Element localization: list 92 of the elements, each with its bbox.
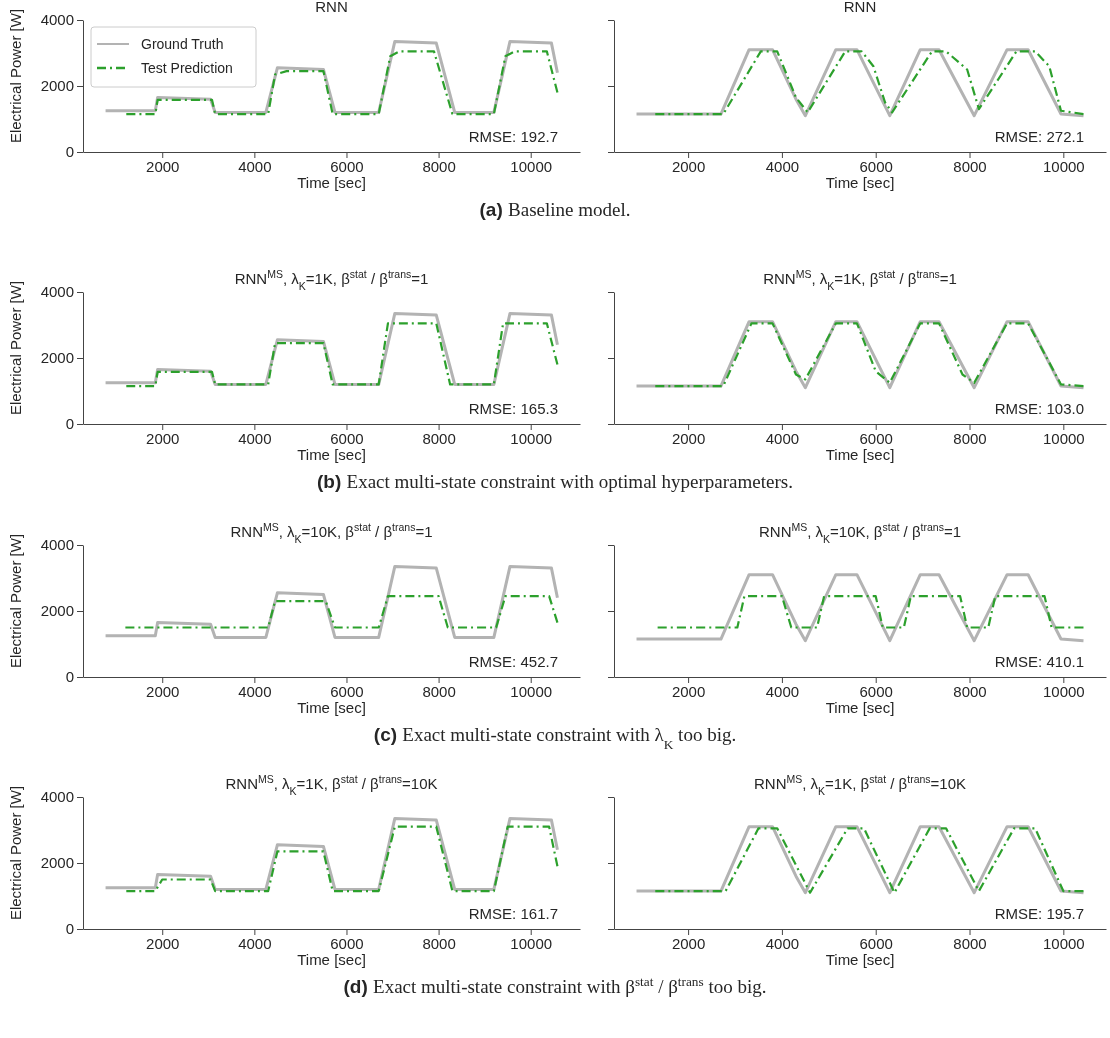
x-tick-label: 8000 (953, 682, 987, 700)
line-series (104, 816, 559, 891)
y-tick-label: 0 (65, 668, 74, 686)
chart-title: RNN$^{MS}$, λ$_{K}$=10K, β$^{stat}$ / β$^{trans}$=1 (230, 521, 433, 545)
y-axis-title: Electrical Power [W] (7, 785, 24, 921)
y-tick-label: 4000 (40, 283, 74, 301)
annotation: RMSE: 103.0 (994, 400, 1084, 417)
x-tick-label: 4000 (238, 934, 272, 952)
x-axis-title: Time [sec] (297, 699, 366, 716)
x-tick-label: 2000 (146, 934, 180, 952)
x-tick-label: 4000 (238, 682, 272, 700)
chart-title: RNN$^{MS}$, λ$_{K}$=10K, β$^{stat}$ / β$^{trans}$=1 (758, 521, 962, 545)
y-tick-label: 0 (65, 920, 74, 938)
x-tick-label: 10000 (1042, 157, 1085, 175)
x-axis-title: Time [sec] (825, 174, 895, 191)
x-axis-title: Time [sec] (297, 951, 366, 968)
x-tick-label: 6000 (330, 682, 364, 700)
x-tick-label: 10000 (510, 429, 553, 447)
y-axis-title: Electrical Power [W] (7, 8, 24, 144)
line-series (125, 825, 559, 893)
chart-title: RNN$^{MS}$, λ$_{K}$=1K, β$^{stat}$ / β$^{trans}$=1 (234, 268, 429, 292)
x-tick-label: 2000 (671, 682, 706, 700)
annotation: RMSE: 192.7 (468, 128, 558, 145)
x-tick-label: 2000 (146, 429, 180, 447)
x-tick-label: 6000 (859, 157, 893, 175)
text: (d) Exact multi-state constraint with β$^{stat}$ / β$^{trans}$ too big. (343, 973, 767, 997)
x-tick-label: 2000 (146, 157, 180, 175)
x-tick-label: 4000 (765, 682, 800, 700)
annotation: RMSE: 161.7 (468, 905, 558, 922)
x-tick-label: 6000 (859, 934, 893, 952)
x-tick-label: 4000 (765, 934, 800, 952)
x-tick-label: 4000 (765, 157, 800, 175)
text: (c) Exact multi-state constraint with λ$_{K}$ too big. (373, 724, 737, 752)
x-tick-label: 10000 (510, 934, 553, 952)
annotation: RMSE: 272.1 (994, 128, 1084, 145)
x-axis-title: Time [sec] (297, 174, 366, 191)
x-tick-label: 8000 (422, 682, 456, 700)
x-tick-label: 6000 (330, 934, 364, 952)
y-tick-label: 2000 (40, 77, 74, 95)
x-tick-label: 6000 (859, 682, 893, 700)
x-tick-label: 10000 (1042, 682, 1085, 700)
x-axis-title: Time [sec] (825, 951, 895, 968)
x-axis-title: Time [sec] (825, 446, 895, 463)
y-tick-label: 4000 (40, 536, 74, 554)
x-tick-label: 10000 (1042, 934, 1085, 952)
chart-title: RNN$^{MS}$, λ$_{K}$=1K, β$^{stat}$ / β$^{trans}$=10K (225, 773, 438, 797)
x-tick-label: 2000 (671, 157, 706, 175)
x-tick-label: 8000 (953, 429, 987, 447)
y-axis-title: Electrical Power [W] (7, 533, 24, 669)
y-tick-label: 2000 (40, 854, 74, 872)
legend-label: Test Prediction (141, 60, 233, 76)
x-tick-label: 6000 (859, 429, 893, 447)
x-tick-label: 4000 (238, 429, 272, 447)
line-series (125, 322, 559, 388)
x-axis-title: Time [sec] (297, 446, 366, 463)
legend-label: Ground Truth (141, 36, 224, 52)
text: (b) Exact multi-state constraint with optimal hyperparameters. (317, 471, 793, 492)
y-tick-label: 0 (65, 143, 74, 161)
x-tick-label: 8000 (422, 157, 456, 175)
annotation: RMSE: 452.7 (468, 653, 558, 670)
x-tick-label: 8000 (422, 934, 456, 952)
line-series (125, 50, 559, 116)
annotation: RMSE: 165.3 (468, 400, 558, 417)
x-tick-label: 2000 (671, 429, 706, 447)
x-tick-label: 8000 (953, 157, 987, 175)
x-tick-label: 10000 (510, 682, 553, 700)
line-series (104, 564, 559, 639)
line-series (124, 595, 559, 629)
y-tick-label: 0 (65, 415, 74, 433)
chart-title: RNN (315, 0, 348, 15)
y-tick-label: 4000 (40, 788, 74, 806)
x-tick-label: 8000 (953, 934, 987, 952)
x-tick-label: 8000 (422, 429, 456, 447)
x-tick-label: 10000 (1042, 429, 1085, 447)
x-tick-label: 6000 (330, 157, 364, 175)
x-tick-label: 6000 (330, 429, 364, 447)
x-tick-label: 10000 (510, 157, 553, 175)
x-tick-label: 2000 (146, 682, 180, 700)
annotation: RMSE: 410.1 (994, 653, 1084, 670)
chart-title: RNN (843, 0, 877, 15)
x-axis-title: Time [sec] (825, 699, 895, 716)
x-tick-label: 4000 (765, 429, 800, 447)
x-tick-label: 4000 (238, 157, 272, 175)
chart-title: RNN$^{MS}$, λ$_{K}$=1K, β$^{stat}$ / β$^{trans}$=10K (753, 773, 967, 797)
y-axis-title: Electrical Power [W] (7, 280, 24, 416)
y-tick-label: 4000 (40, 11, 74, 29)
x-tick-label: 2000 (671, 934, 706, 952)
y-tick-label: 2000 (40, 602, 74, 620)
y-tick-label: 2000 (40, 349, 74, 367)
chart-title: RNN$^{MS}$, λ$_{K}$=1K, β$^{stat}$ / β$^{trans}$=1 (763, 268, 957, 292)
annotation: RMSE: 195.7 (994, 905, 1084, 922)
text: (a) Baseline model. (479, 199, 631, 220)
